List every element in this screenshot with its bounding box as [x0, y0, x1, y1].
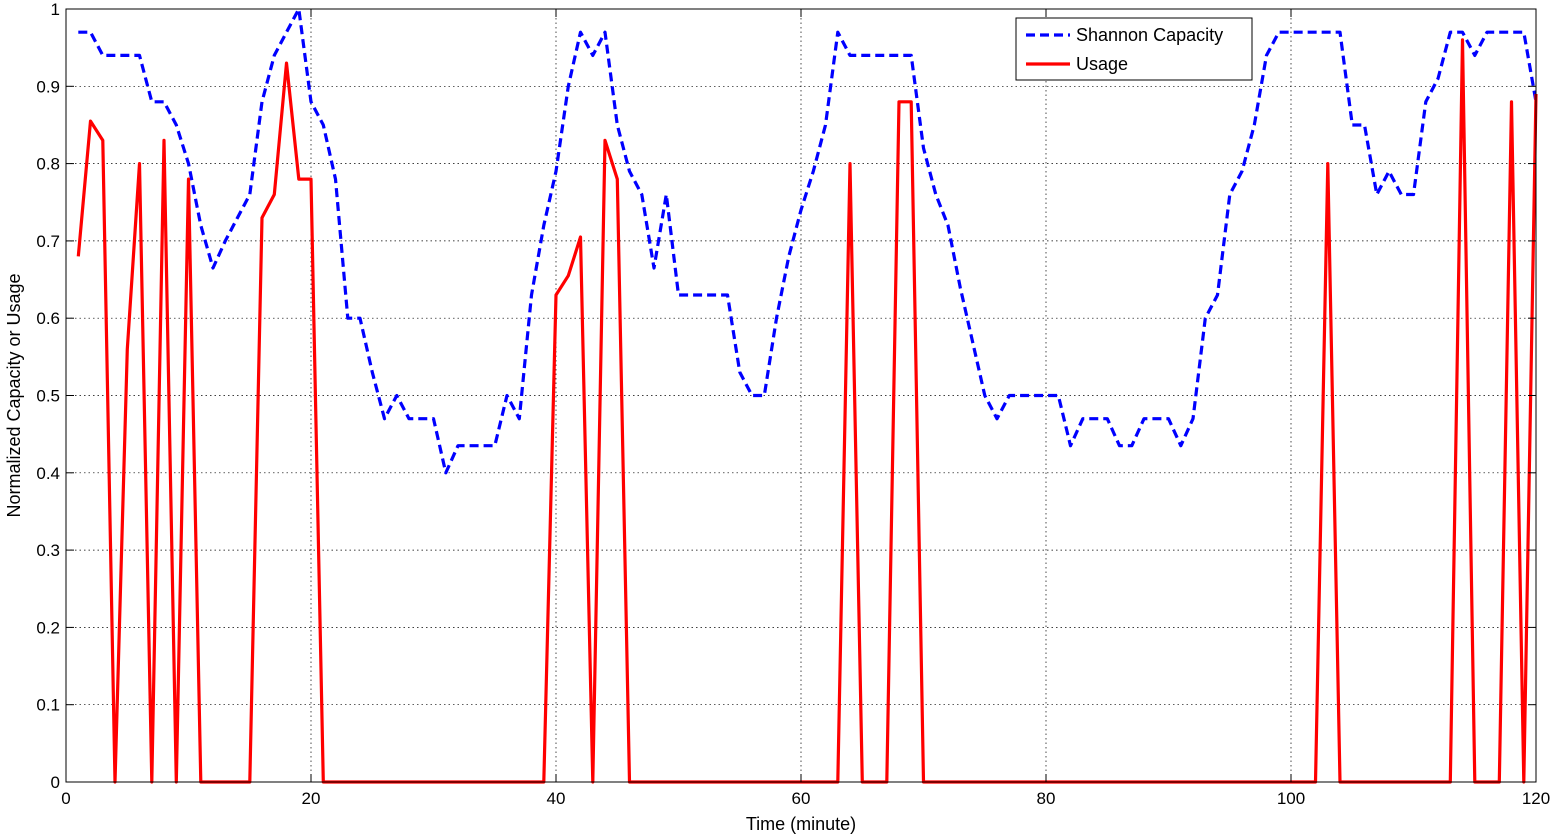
grid-lines	[66, 9, 1536, 782]
x-tick-label: 20	[302, 789, 321, 808]
x-tick-label: 120	[1522, 789, 1550, 808]
y-tick-label: 1	[51, 0, 60, 19]
y-axis-label: Normalized Capacity or Usage	[4, 273, 24, 517]
y-tick-label: 0.3	[36, 541, 60, 560]
y-tick-label: 0.9	[36, 77, 60, 96]
axis-ticks: 0 20 40 60 80 100 120 0 0.1 0.2 0.3 0.4 0.5 0.6 0.7 0.8…	[36, 0, 1550, 808]
y-tick-label: 0	[51, 773, 60, 792]
y-tick-label: 0.4	[36, 464, 60, 483]
y-tick-label: 0.7	[36, 232, 60, 251]
y-tick-label: 0.2	[36, 618, 60, 637]
x-axis-label: Time (minute)	[746, 814, 856, 834]
legend-label-usage: Usage	[1076, 54, 1128, 74]
x-tick-label: 100	[1277, 789, 1305, 808]
y-tick-label: 0.6	[36, 309, 60, 328]
series-line-shannon-capacity	[78, 7, 1538, 475]
legend: Shannon Capacity Usage	[1015, 17, 1253, 81]
legend-label-shannon-capacity: Shannon Capacity	[1076, 25, 1223, 45]
x-tick-label: 60	[792, 789, 811, 808]
x-tick-label: 80	[1037, 789, 1056, 808]
y-tick-label: 0.8	[36, 155, 60, 174]
y-tick-label: 0.5	[36, 387, 60, 406]
x-tick-label: 0	[61, 789, 70, 808]
y-tick-label: 0.1	[36, 696, 60, 715]
x-tick-label: 40	[547, 789, 566, 808]
legend-box	[1015, 17, 1253, 81]
